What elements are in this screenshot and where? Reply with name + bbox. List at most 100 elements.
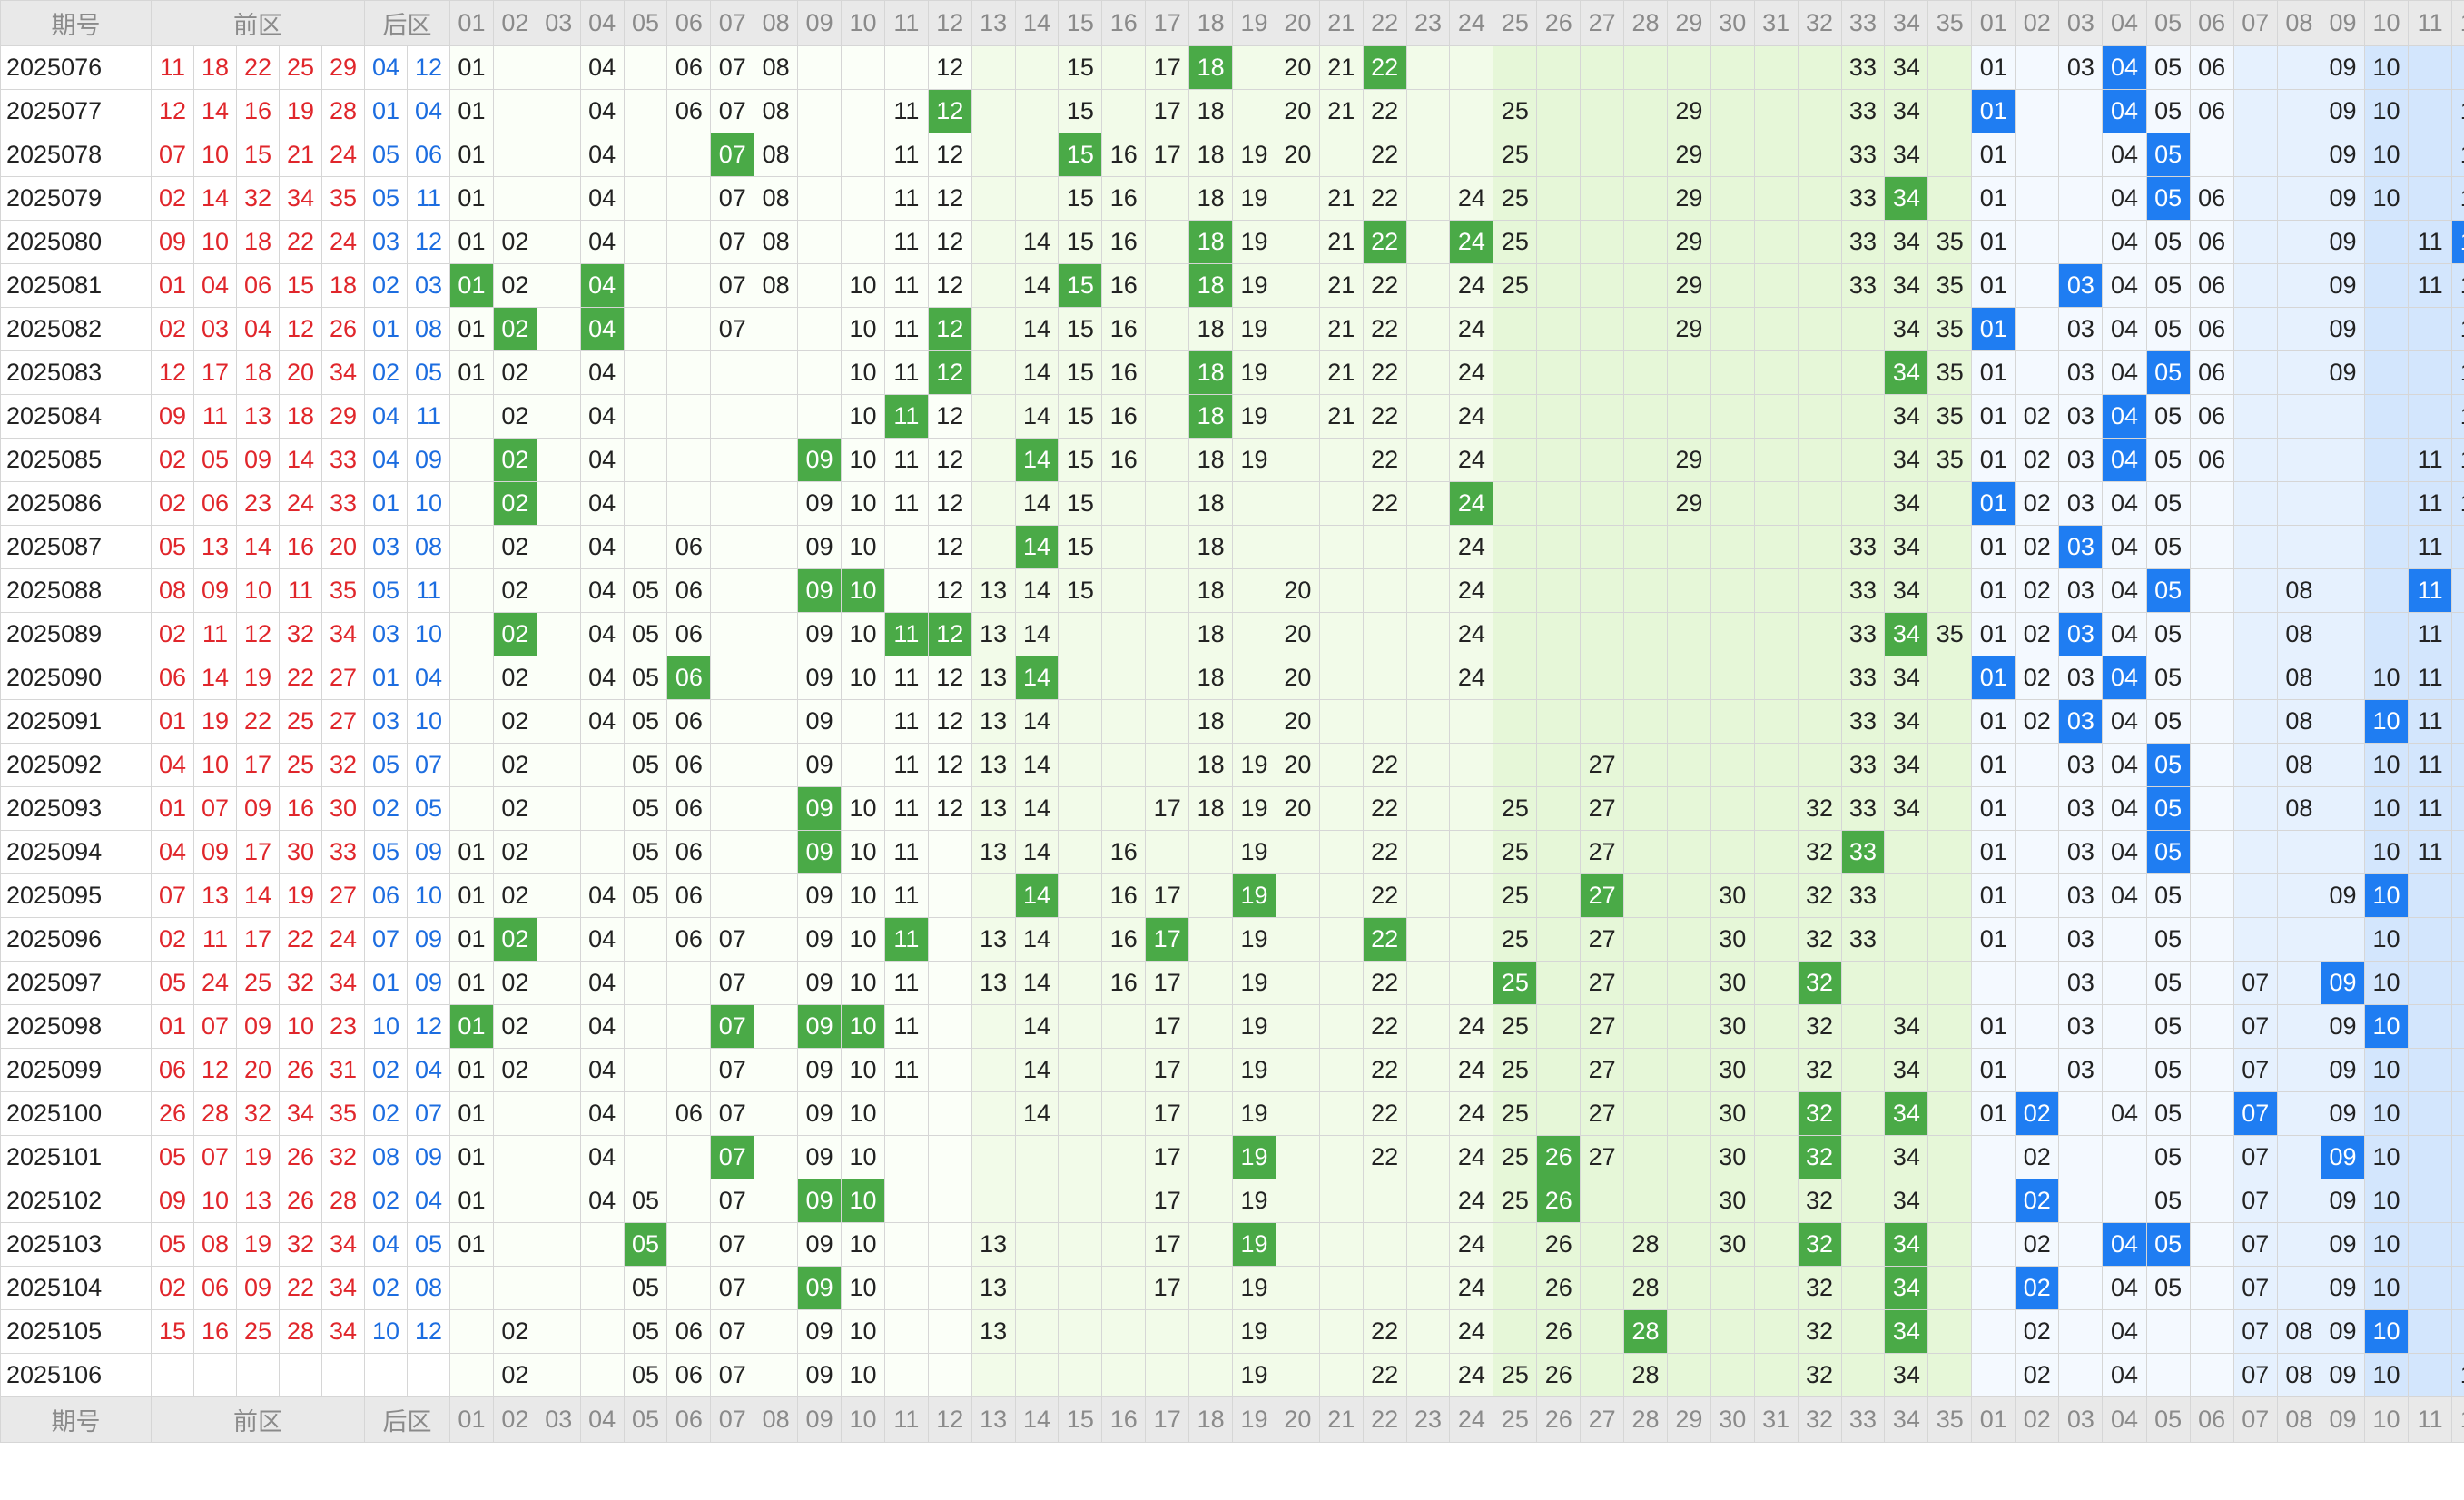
front-trend-cell: 19 — [1232, 220, 1276, 264]
period-cell: 2025076 — [0, 45, 152, 90]
back-trend-cell: 07 — [2232, 1309, 2278, 1354]
back-draw-number: 10 — [407, 612, 450, 656]
front-empty-cell — [710, 743, 755, 787]
back-empty-cell — [2408, 1266, 2453, 1310]
front-empty-cell — [1927, 1309, 1973, 1354]
footer-front-number-16: 16 — [1101, 1396, 1147, 1443]
back-empty-cell — [2364, 568, 2410, 613]
front-empty-cell — [971, 133, 1016, 177]
front-trend-cell: 14 — [1014, 1004, 1060, 1049]
front-draw-number: 24 — [279, 481, 322, 526]
front-empty-cell — [1840, 350, 1886, 395]
front-trend-cell: 15 — [1058, 45, 1103, 90]
back-hit-cell: 05 — [2145, 743, 2191, 787]
back-trend-cell: 01 — [1971, 394, 2016, 439]
back-trend-cell: 10 — [2364, 1091, 2410, 1136]
back-draw-number: 07 — [407, 743, 450, 787]
front-trend-cell: 14 — [1014, 568, 1060, 613]
front-empty-cell — [1884, 961, 1929, 1005]
front-empty-cell — [1536, 176, 1582, 221]
front-trend-cell: 01 — [449, 1222, 494, 1267]
period-header: 期号 — [0, 0, 152, 46]
front-empty-cell — [1580, 1353, 1625, 1397]
front-draw-number: 17 — [236, 830, 280, 874]
front-empty-cell — [1405, 133, 1451, 177]
front-trend-cell: 14 — [1014, 830, 1060, 874]
front-empty-cell — [1623, 307, 1668, 351]
front-trend-cell: 22 — [1362, 961, 1407, 1005]
front-empty-cell — [1493, 307, 1538, 351]
back-empty-cell — [2102, 1135, 2147, 1179]
front-trend-cell: 25 — [1493, 917, 1538, 962]
header-back-number-02: 02 — [2015, 0, 2060, 46]
front-empty-cell — [666, 1135, 712, 1179]
back-hit-cell: 02 — [2015, 1091, 2060, 1136]
front-draw-number: 07 — [193, 1004, 237, 1049]
front-empty-cell — [1927, 873, 1973, 918]
back-trend-cell: 07 — [2232, 1048, 2278, 1092]
front-empty-cell — [1405, 481, 1451, 526]
front-empty-cell — [797, 307, 843, 351]
back-trend-cell: 03 — [2058, 307, 2104, 351]
front-empty-cell — [1797, 743, 1842, 787]
front-empty-cell — [971, 307, 1016, 351]
back-empty-cell — [2015, 786, 2060, 831]
front-empty-cell — [1580, 481, 1625, 526]
front-trend-cell: 25 — [1493, 220, 1538, 264]
front-trend-cell: 34 — [1884, 481, 1929, 526]
front-empty-cell — [971, 1135, 1016, 1179]
back-empty-cell — [2408, 1222, 2453, 1267]
front-draw-number: 09 — [151, 394, 194, 439]
front-empty-cell — [1536, 394, 1582, 439]
back-empty-cell — [2015, 220, 2060, 264]
front-trend-cell: 11 — [883, 699, 929, 744]
front-empty-cell — [1710, 743, 1755, 787]
back-empty-cell — [2058, 1266, 2104, 1310]
front-trend-cell: 27 — [1580, 961, 1625, 1005]
front-empty-cell — [1797, 263, 1842, 308]
front-trend-cell: 34 — [1884, 263, 1929, 308]
front-zone-footer: 前区 — [151, 1396, 365, 1443]
front-trend-cell: 30 — [1710, 1091, 1755, 1136]
front-empty-cell — [1362, 525, 1407, 569]
front-empty-cell — [1927, 1048, 1973, 1092]
front-draw-number: 25 — [236, 1309, 280, 1354]
footer-front-number-14: 14 — [1014, 1396, 1060, 1443]
back-empty-cell — [2408, 1048, 2453, 1092]
front-empty-cell — [666, 263, 712, 308]
front-empty-cell — [1145, 568, 1190, 613]
back-empty-cell — [2451, 1222, 2464, 1267]
front-empty-cell — [1710, 176, 1755, 221]
front-trend-cell: 10 — [841, 1135, 885, 1179]
front-draw-number: 16 — [236, 89, 280, 133]
back-empty-cell — [2320, 699, 2366, 744]
front-draw-number: 24 — [321, 917, 365, 962]
front-empty-cell — [754, 1266, 799, 1310]
front-trend-cell: 09 — [797, 481, 843, 526]
front-hit-cell: 19 — [1232, 1135, 1276, 1179]
front-empty-cell — [1449, 786, 1494, 831]
front-empty-cell — [1580, 263, 1625, 308]
front-trend-cell: 07 — [710, 961, 755, 1005]
period-cell: 2025084 — [0, 394, 152, 439]
front-empty-cell — [927, 1353, 972, 1397]
front-trend-cell: 34 — [1884, 1004, 1929, 1049]
front-trend-cell: 14 — [1014, 743, 1060, 787]
front-empty-cell — [492, 89, 537, 133]
front-trend-cell: 04 — [579, 1135, 625, 1179]
front-empty-cell — [1927, 89, 1973, 133]
back-trend-cell: 11 — [2408, 699, 2453, 744]
back-empty-cell — [2364, 220, 2410, 264]
front-trend-cell: 07 — [710, 1048, 755, 1092]
front-trend-cell: 24 — [1449, 394, 1494, 439]
front-trend-cell: 13 — [971, 917, 1016, 962]
header-back-number-12: 12 — [2451, 0, 2464, 46]
front-empty-cell — [1275, 1309, 1320, 1354]
back-trend-cell: 09 — [2320, 1353, 2366, 1397]
back-empty-cell — [2189, 1222, 2234, 1267]
front-draw-number: 05 — [151, 1135, 194, 1179]
front-empty-cell — [1145, 220, 1190, 264]
front-trend-cell: 30 — [1710, 1135, 1755, 1179]
front-empty-cell — [1449, 45, 1494, 90]
front-empty-cell — [710, 438, 755, 482]
